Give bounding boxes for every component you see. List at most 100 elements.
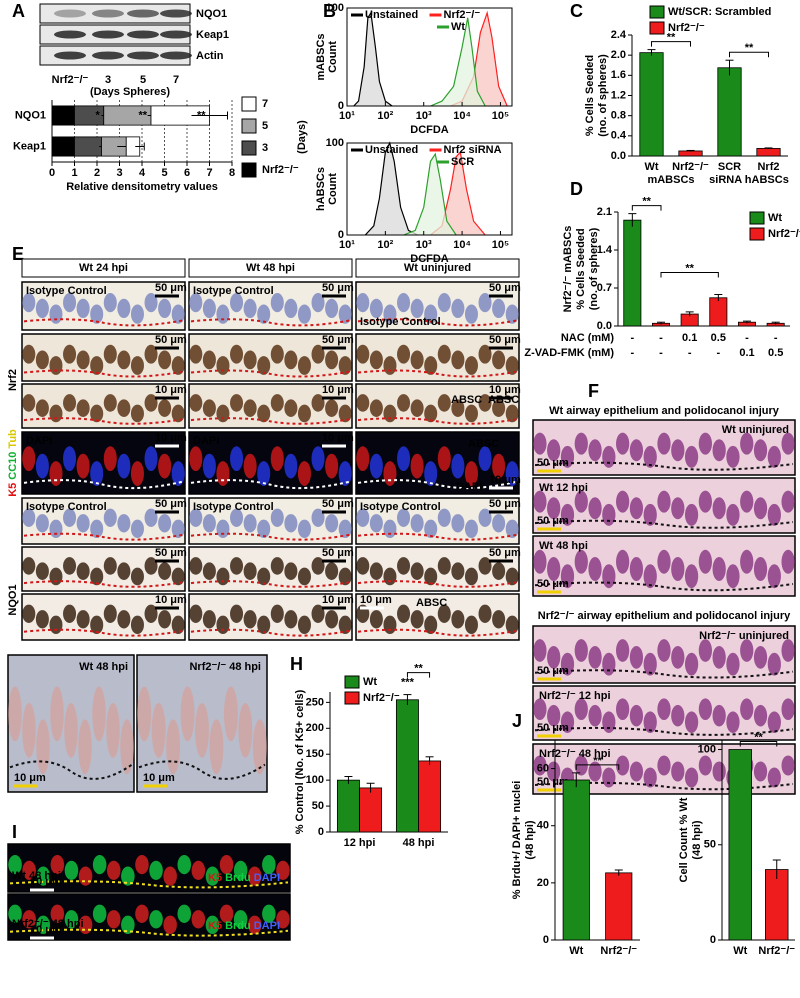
x-tick-label: 1 [71,167,77,179]
y-tick-label: 2.1 [597,206,612,218]
row-label: NQO1 [7,584,19,615]
cell [78,866,93,886]
panel-letter: E [12,244,24,264]
cell [76,610,90,629]
cell [92,904,107,923]
cell [158,350,172,370]
cell [257,567,271,586]
cell [297,615,311,635]
scale-label: 10 μm [155,384,187,396]
basement-membrane [357,369,518,378]
cell [574,755,588,776]
cell [238,702,253,758]
cell [602,711,616,733]
lane-label: 5 [140,74,146,86]
legend-label: 5 [262,120,268,132]
scale-label: 50 μm [489,282,521,294]
row-label: Nrf2 [7,369,19,391]
cell [451,610,465,629]
treatment-value: 0.5 [768,347,783,359]
y-axis-label: % Control (No. of K5+ cells) [294,689,306,834]
y-tick-label: 0.7 [597,282,612,294]
y-tick-label: 1.2 [611,89,626,101]
cell [437,344,451,364]
cell [424,519,438,539]
cell [117,562,131,580]
image-panel [355,431,520,495]
y-axis-label: % Brdu+/ DAPI+ nuclei [511,781,523,900]
cell [76,298,90,318]
cell [219,855,234,875]
cell [410,514,424,533]
cell [410,562,424,580]
cell [22,293,36,313]
cell [144,293,158,313]
group-label: mABSCs [647,174,694,186]
basement-membrane [23,479,184,490]
legend-swatch [241,96,257,112]
cell [130,356,144,375]
cell [464,519,478,539]
cell [657,755,671,776]
x-tick-label: 3 [116,167,122,179]
basement-membrane [190,532,351,541]
cell [35,514,49,533]
treatment-value: 0.1 [682,332,697,344]
x-tick-label: 10² [377,239,393,251]
cell [383,304,397,324]
cell [63,557,77,575]
cell [171,304,185,324]
blot-band [127,51,159,60]
cell [767,652,781,676]
panel-letter: A [12,1,25,21]
blot-label: NQO1 [196,8,227,20]
lane-caption: (Days Spheres) [90,86,170,98]
cell [106,860,121,881]
scale-label: 10 μm [489,384,521,396]
legend-label: Nrf2⁻/⁻ [262,164,299,176]
legend-label: 3 [262,142,268,154]
cell [90,615,104,635]
cell [49,567,63,586]
cell [698,432,712,455]
cell [36,719,50,775]
panel-label: Wt 48 hpi [79,661,128,673]
cell [478,446,492,472]
x-tick-label: Wt [644,161,658,173]
basement-membrane [138,760,266,780]
bar [359,787,383,833]
cell [781,639,795,662]
y-tick-label: 0.8 [611,110,626,122]
basement-membrane [9,880,289,889]
cell [629,704,644,727]
bar [623,219,642,327]
cell [684,564,699,589]
treatment-value: - [630,347,634,359]
cell [311,557,325,575]
cell [740,432,754,455]
cell [202,298,216,318]
blot-band [127,9,159,18]
cell [369,350,383,370]
cell [602,652,616,676]
legend-label: Unstained [365,9,418,21]
panel-label: Nrf2⁻/⁻ 48 hpi [539,748,611,760]
cell [492,298,506,318]
cell [284,514,298,533]
cell [451,298,465,318]
y-tick-label: 1.4 [597,244,613,256]
stain-legend: K5 Brdu DAPI [208,920,280,932]
cell [383,356,397,375]
cell [311,293,325,313]
treatment-value: 0.5 [711,332,726,344]
cell [356,508,370,527]
cell [311,604,325,623]
cell [90,567,104,586]
bar [605,872,633,941]
cell [135,855,149,875]
significance-label: ** [667,32,676,44]
cell [22,508,36,527]
isotype-label: Isotype Control [193,501,274,513]
cell [643,652,657,676]
basement-membrane [23,580,184,588]
